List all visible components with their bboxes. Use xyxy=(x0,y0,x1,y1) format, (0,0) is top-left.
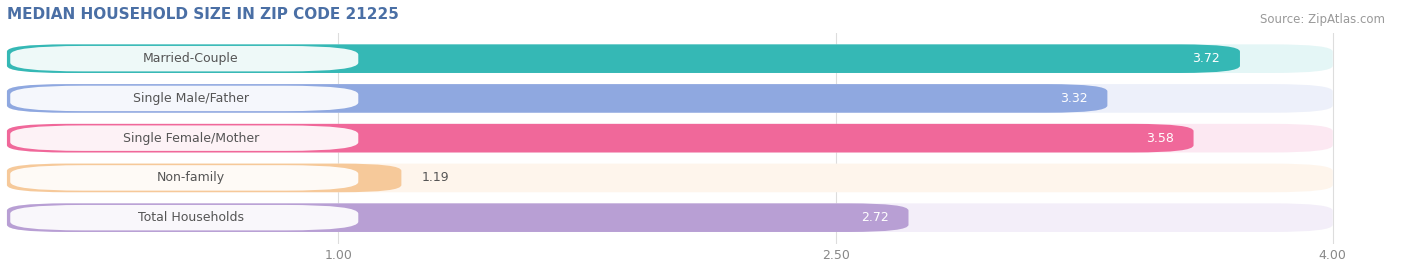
FancyBboxPatch shape xyxy=(7,164,401,192)
Text: Source: ZipAtlas.com: Source: ZipAtlas.com xyxy=(1260,13,1385,26)
FancyBboxPatch shape xyxy=(7,203,908,232)
Text: Married-Couple: Married-Couple xyxy=(143,52,239,65)
FancyBboxPatch shape xyxy=(7,44,1333,73)
FancyBboxPatch shape xyxy=(10,86,359,111)
FancyBboxPatch shape xyxy=(7,124,1333,153)
FancyBboxPatch shape xyxy=(7,84,1108,113)
Text: 3.72: 3.72 xyxy=(1192,52,1220,65)
FancyBboxPatch shape xyxy=(10,125,359,151)
FancyBboxPatch shape xyxy=(7,164,1333,192)
Text: 2.72: 2.72 xyxy=(860,211,889,224)
Text: 3.32: 3.32 xyxy=(1060,92,1087,105)
FancyBboxPatch shape xyxy=(7,203,1333,232)
Text: Non-family: Non-family xyxy=(157,171,225,185)
FancyBboxPatch shape xyxy=(10,165,359,191)
FancyBboxPatch shape xyxy=(7,124,1194,153)
Text: Total Households: Total Households xyxy=(138,211,243,224)
Text: 3.58: 3.58 xyxy=(1146,132,1174,145)
Text: 1.19: 1.19 xyxy=(422,171,449,185)
Text: MEDIAN HOUSEHOLD SIZE IN ZIP CODE 21225: MEDIAN HOUSEHOLD SIZE IN ZIP CODE 21225 xyxy=(7,7,399,22)
Text: Single Female/Mother: Single Female/Mother xyxy=(122,132,259,145)
FancyBboxPatch shape xyxy=(10,205,359,230)
FancyBboxPatch shape xyxy=(10,46,359,71)
Text: Single Male/Father: Single Male/Father xyxy=(134,92,249,105)
FancyBboxPatch shape xyxy=(7,84,1333,113)
FancyBboxPatch shape xyxy=(7,44,1240,73)
